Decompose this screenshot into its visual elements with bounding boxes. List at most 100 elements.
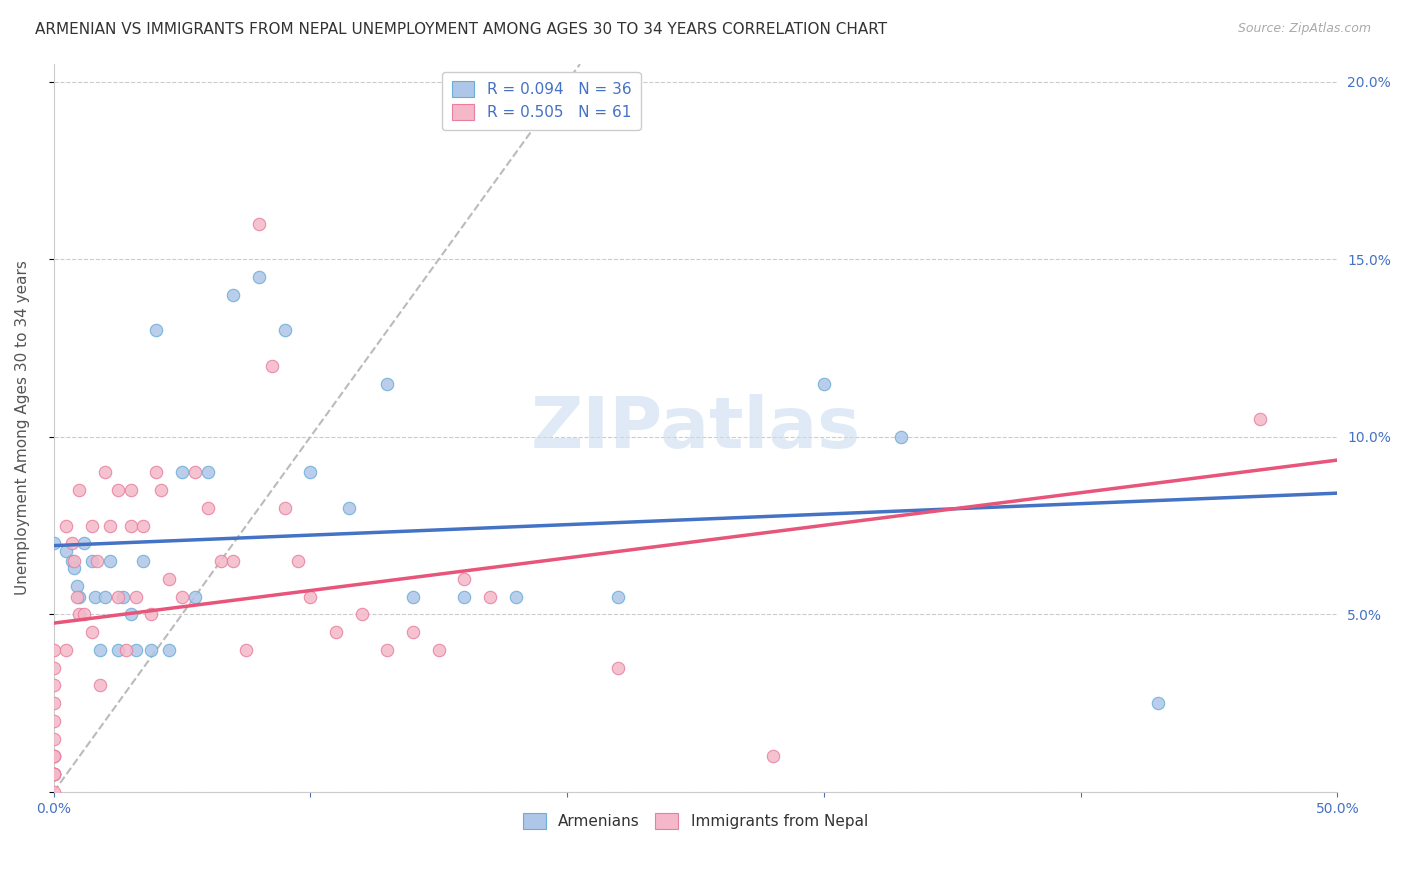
Text: ARMENIAN VS IMMIGRANTS FROM NEPAL UNEMPLOYMENT AMONG AGES 30 TO 34 YEARS CORRELA: ARMENIAN VS IMMIGRANTS FROM NEPAL UNEMPL… — [35, 22, 887, 37]
Point — [453, 590, 475, 604]
Text: Source: ZipAtlas.com: Source: ZipAtlas.com — [1237, 22, 1371, 36]
Point — [42, 785, 65, 799]
Point — [247, 270, 270, 285]
Point — [42, 661, 65, 675]
Point — [42, 714, 65, 728]
Point — [325, 625, 347, 640]
Point — [63, 561, 86, 575]
Text: ZIPatlas: ZIPatlas — [530, 393, 860, 463]
Point — [1249, 412, 1271, 426]
Point — [107, 643, 129, 657]
Point — [132, 518, 155, 533]
Point — [607, 590, 630, 604]
Point — [98, 554, 121, 568]
Point — [287, 554, 309, 568]
Point — [1146, 696, 1168, 710]
Point — [479, 590, 502, 604]
Point — [125, 590, 148, 604]
Point — [42, 767, 65, 781]
Point — [377, 643, 399, 657]
Point — [260, 359, 283, 373]
Point — [453, 572, 475, 586]
Point — [170, 466, 193, 480]
Point — [82, 518, 104, 533]
Point — [55, 643, 77, 657]
Point — [42, 767, 65, 781]
Point — [120, 483, 142, 497]
Point — [222, 288, 245, 302]
Point — [94, 466, 117, 480]
Point — [42, 696, 65, 710]
Point — [42, 643, 65, 657]
Point — [145, 323, 167, 337]
Point — [209, 554, 232, 568]
Point — [120, 518, 142, 533]
Point — [67, 590, 90, 604]
Point — [145, 466, 167, 480]
Point — [63, 554, 86, 568]
Point — [427, 643, 450, 657]
Point — [222, 554, 245, 568]
Y-axis label: Unemployment Among Ages 30 to 34 years: Unemployment Among Ages 30 to 34 years — [15, 260, 30, 596]
Point — [42, 749, 65, 764]
Point — [184, 466, 207, 480]
Point — [42, 731, 65, 746]
Point — [86, 554, 108, 568]
Point — [299, 590, 322, 604]
Point — [197, 500, 219, 515]
Point — [67, 483, 90, 497]
Point — [82, 554, 104, 568]
Point — [141, 607, 163, 622]
Point — [125, 643, 148, 657]
Point — [42, 536, 65, 550]
Point — [73, 536, 96, 550]
Point — [42, 749, 65, 764]
Point — [89, 643, 111, 657]
Point — [273, 323, 295, 337]
Point — [813, 376, 835, 391]
Point — [350, 607, 373, 622]
Point — [235, 643, 257, 657]
Point — [247, 217, 270, 231]
Point — [66, 579, 89, 593]
Legend: Armenians, Immigrants from Nepal: Armenians, Immigrants from Nepal — [517, 807, 875, 835]
Point — [55, 543, 77, 558]
Point — [94, 590, 117, 604]
Point — [377, 376, 399, 391]
Point — [42, 767, 65, 781]
Point — [42, 767, 65, 781]
Point — [141, 643, 163, 657]
Point — [402, 625, 425, 640]
Point — [184, 590, 207, 604]
Point — [89, 678, 111, 692]
Point — [299, 466, 322, 480]
Point — [150, 483, 173, 497]
Point — [157, 572, 180, 586]
Point — [761, 749, 783, 764]
Point — [120, 607, 142, 622]
Point — [83, 590, 105, 604]
Point — [60, 536, 83, 550]
Point — [107, 483, 129, 497]
Point — [505, 590, 527, 604]
Point — [107, 590, 129, 604]
Point — [60, 554, 83, 568]
Point — [607, 661, 630, 675]
Point — [98, 518, 121, 533]
Point — [197, 466, 219, 480]
Point — [402, 590, 425, 604]
Point — [42, 678, 65, 692]
Point — [273, 500, 295, 515]
Point — [42, 767, 65, 781]
Point — [66, 590, 89, 604]
Point — [132, 554, 155, 568]
Point — [73, 607, 96, 622]
Point — [157, 643, 180, 657]
Point — [890, 430, 912, 444]
Point — [82, 625, 104, 640]
Point — [67, 607, 90, 622]
Point — [111, 590, 134, 604]
Point — [337, 500, 360, 515]
Point — [170, 590, 193, 604]
Point — [114, 643, 136, 657]
